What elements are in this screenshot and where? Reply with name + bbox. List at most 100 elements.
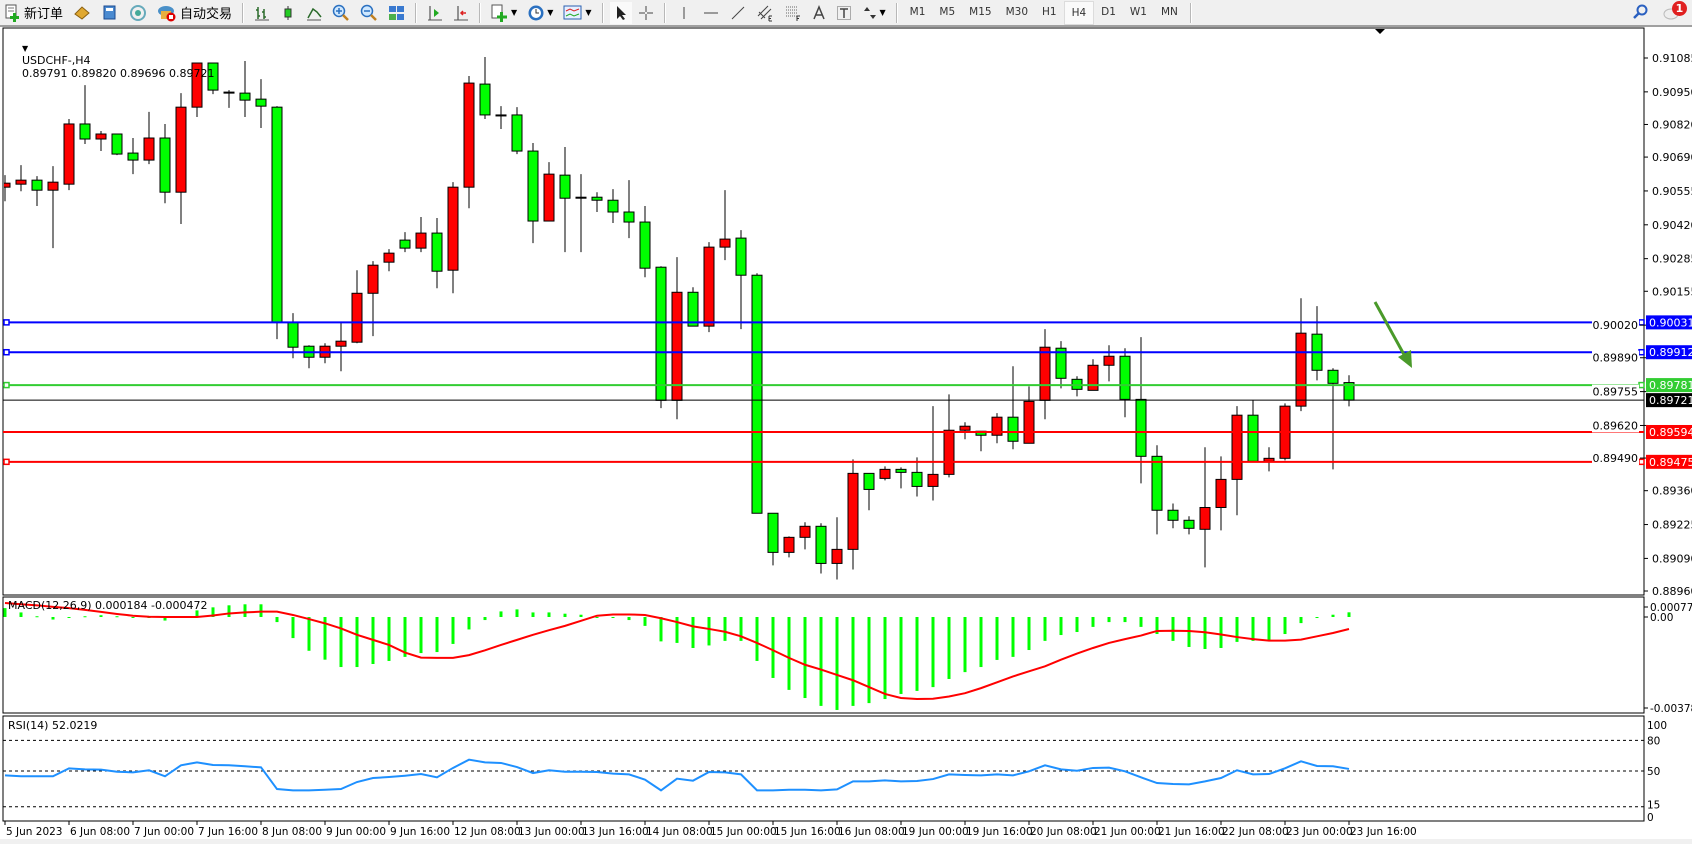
macd-signal-line bbox=[4, 602, 1350, 701]
templates-button[interactable]: ▼ bbox=[559, 2, 595, 24]
auto-trading-button[interactable]: 自动交易 bbox=[153, 2, 236, 24]
search-icon[interactable] bbox=[1632, 4, 1648, 20]
candle-body bbox=[1327, 369, 1339, 384]
toolbar-separator bbox=[601, 2, 604, 23]
time-axis-label: 20 Jun 08:00 bbox=[1030, 826, 1097, 838]
chart-shift-marker-icon bbox=[1375, 29, 1385, 34]
chart-shift-button[interactable] bbox=[449, 2, 473, 24]
zoom-in-button[interactable] bbox=[328, 2, 354, 24]
macd-histogram-bar bbox=[339, 617, 343, 668]
market-watch-icon bbox=[74, 5, 90, 20]
periods-button[interactable]: ▼ bbox=[523, 2, 557, 24]
candle-body bbox=[351, 292, 363, 343]
cursor-button[interactable] bbox=[609, 1, 632, 24]
macd-histogram-bar bbox=[787, 617, 791, 690]
candle-body bbox=[575, 196, 587, 199]
toolbar-separator bbox=[479, 2, 482, 23]
candle-body bbox=[4, 182, 11, 188]
bar-chart-button[interactable] bbox=[250, 2, 274, 24]
macd-histogram-bar bbox=[307, 617, 311, 651]
candle-body bbox=[703, 246, 715, 327]
arrows-button[interactable]: ▼ bbox=[858, 2, 890, 24]
macd-histogram-bar bbox=[947, 617, 951, 679]
text-button[interactable] bbox=[808, 2, 830, 24]
horizontal-line-icon bbox=[703, 12, 718, 13]
trend-line-button[interactable] bbox=[726, 2, 750, 24]
trend-line-icon bbox=[731, 6, 744, 19]
rsi-scale-label: 80 bbox=[1647, 735, 1660, 747]
time-axis-label: 9 Jun 00:00 bbox=[326, 826, 386, 838]
line-chart-button[interactable] bbox=[302, 2, 326, 24]
zoom-out-button[interactable] bbox=[356, 2, 382, 24]
fibonacci-button[interactable] bbox=[780, 2, 806, 24]
toolbar-separator bbox=[895, 2, 898, 23]
candle bbox=[1023, 386, 1035, 444]
timeframe-m5[interactable]: M5 bbox=[939, 5, 956, 18]
crosshair-icon bbox=[638, 5, 653, 20]
candle bbox=[271, 106, 283, 340]
tile-windows-button[interactable] bbox=[384, 2, 409, 24]
navigator-icon bbox=[130, 4, 147, 21]
macd-histogram-bar bbox=[915, 617, 919, 691]
price-tick-label-backing bbox=[1592, 384, 1639, 399]
macd-histogram-bar bbox=[435, 617, 439, 653]
indicators-button[interactable]: ▼ bbox=[487, 2, 521, 24]
candle bbox=[1103, 345, 1115, 382]
rsi-scale-label: 15 bbox=[1647, 800, 1660, 812]
timeframe-mn[interactable]: MN bbox=[1160, 5, 1178, 18]
timeframe-w1[interactable]: W1 bbox=[1129, 5, 1147, 18]
macd-histogram-bar bbox=[867, 617, 871, 704]
timeframe-m30[interactable]: M30 bbox=[1005, 5, 1028, 18]
level-handle-left bbox=[3, 348, 10, 356]
time-axis-label: 6 Jun 08:00 bbox=[70, 826, 130, 838]
chart-menu-triangle-icon[interactable]: ▼ bbox=[22, 44, 29, 53]
timeframe-m15[interactable]: M15 bbox=[969, 5, 992, 18]
level-handle-right bbox=[1638, 458, 1645, 466]
candle-body bbox=[175, 106, 187, 193]
data-window-icon bbox=[103, 5, 116, 19]
horizontal-line-button[interactable] bbox=[698, 2, 724, 24]
time-axis-label: 5 Jun 2023 bbox=[6, 826, 62, 838]
candle bbox=[655, 266, 667, 409]
candle bbox=[847, 459, 859, 570]
candle bbox=[1135, 337, 1147, 484]
candle bbox=[79, 85, 91, 145]
candle-body bbox=[1087, 364, 1099, 391]
data-window-button[interactable] bbox=[97, 2, 123, 24]
level-handle-left bbox=[3, 458, 10, 466]
macd-histogram-bar bbox=[1283, 617, 1287, 635]
candle bbox=[191, 62, 203, 117]
chart-shift-icon bbox=[454, 5, 469, 20]
vertical-line-button[interactable] bbox=[672, 2, 696, 24]
timeframe-h4[interactable]: H4 bbox=[1063, 0, 1095, 25]
timeframe-d1[interactable]: D1 bbox=[1101, 5, 1116, 18]
market-watch-button[interactable] bbox=[69, 2, 95, 24]
candlestick-chart-button[interactable] bbox=[276, 2, 300, 24]
navigator-button[interactable] bbox=[125, 2, 151, 24]
macd-histogram-bar bbox=[755, 617, 759, 661]
timeframe-m1[interactable]: M1 bbox=[909, 5, 926, 18]
text-icon bbox=[812, 4, 825, 19]
candle-body bbox=[783, 536, 795, 553]
timeframe-h1[interactable]: H1 bbox=[1042, 5, 1057, 18]
rsi-line bbox=[4, 758, 1350, 792]
macd-histogram-bar bbox=[1027, 617, 1031, 651]
candle bbox=[63, 118, 75, 191]
macd-scale-label: -0.003782 bbox=[1650, 703, 1692, 715]
chart-header: ▼ USDCHF-,H4 0.89791 0.89820 0.89696 0.8… bbox=[8, 28, 214, 93]
candle-body bbox=[799, 525, 811, 538]
crosshair-button[interactable] bbox=[634, 2, 658, 24]
time-axis-label: 23 Jun 00:00 bbox=[1286, 826, 1353, 838]
text-label-button[interactable] bbox=[832, 2, 856, 24]
equidistant-channel-button[interactable] bbox=[752, 2, 778, 24]
new-order-button[interactable]: 新订单 bbox=[1, 2, 67, 24]
notifications-button[interactable]: 1 bbox=[1662, 1, 1687, 22]
time-axis-label: 21 Jun 00:00 bbox=[1094, 826, 1161, 838]
macd-histogram-bar bbox=[1251, 617, 1255, 641]
auto-scroll-button[interactable] bbox=[423, 2, 447, 24]
candle bbox=[1295, 298, 1307, 412]
